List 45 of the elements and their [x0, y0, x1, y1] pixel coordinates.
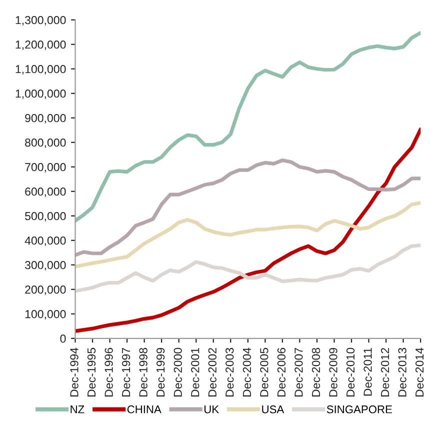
- x-tick-label: Dec-2008: [312, 348, 320, 396]
- x-tick-label: Dec-1994: [70, 348, 78, 396]
- legend-label: USA: [262, 405, 284, 414]
- x-tick-label: Dec-2012: [380, 348, 390, 396]
- x-tick-label: Dec-2006: [277, 348, 286, 396]
- y-tick-label: 0: [60, 334, 66, 343]
- x-tick-label: Dec-1997: [122, 348, 130, 396]
- x-tick-label: Dec-2013: [398, 348, 406, 396]
- x-tick-label: Dec-1996: [104, 348, 113, 396]
- x-tick-label: Dec-2011: [364, 348, 372, 396]
- x-tick-label: Dec-2005: [260, 348, 268, 396]
- line-series: [75, 201, 421, 268]
- y-tick-label: 700,000: [25, 163, 66, 173]
- x-tick-label: Dec-1999: [156, 348, 165, 396]
- x-tick-label: Dec-2002: [208, 348, 216, 396]
- y-tick-label: 1,200,000: [16, 40, 66, 50]
- x-tick-label: Dec-2007: [294, 348, 303, 396]
- y-tick-label: 200,000: [25, 286, 66, 296]
- x-tick-label: Dec-2004: [242, 348, 252, 396]
- line-series: [75, 243, 421, 293]
- x-tick-label: Dec-2010: [346, 348, 355, 396]
- x-tick-label: Dec-2009: [329, 348, 338, 396]
- x-tick-label: Dec-2003: [226, 348, 234, 396]
- legend-label: UK: [204, 406, 219, 414]
- x-tick-label: Dec-2000: [174, 348, 182, 396]
- x-tick-label: Dec-1998: [139, 348, 148, 396]
- y-tick-label: 400,000: [24, 236, 66, 246]
- x-tick-label: Dec-2001: [191, 348, 200, 396]
- y-tick-label: 1,100,000: [16, 65, 66, 75]
- legend-label: NZ: [70, 406, 84, 414]
- y-tick-label: 1,000,000: [16, 90, 66, 100]
- legend-label: SINGAPORE: [326, 405, 392, 414]
- y-tick-label: 900,000: [25, 114, 66, 124]
- line-series: [75, 128, 421, 333]
- y-tick-label: 1,300,000: [16, 16, 66, 26]
- y-tick-label: 800,000: [25, 138, 66, 148]
- line-series: [75, 31, 421, 223]
- legend-label: CHINA: [127, 405, 162, 414]
- y-tick-label: 100,000: [25, 310, 66, 320]
- x-tick-label: Dec-2014: [415, 348, 424, 396]
- y-tick-label: 600,000: [25, 188, 66, 198]
- x-tick-label: Dec-1995: [87, 348, 96, 396]
- line-series: [75, 158, 421, 257]
- y-tick-label: 300,000: [24, 261, 66, 271]
- y-tick-label: 500,000: [25, 212, 66, 222]
